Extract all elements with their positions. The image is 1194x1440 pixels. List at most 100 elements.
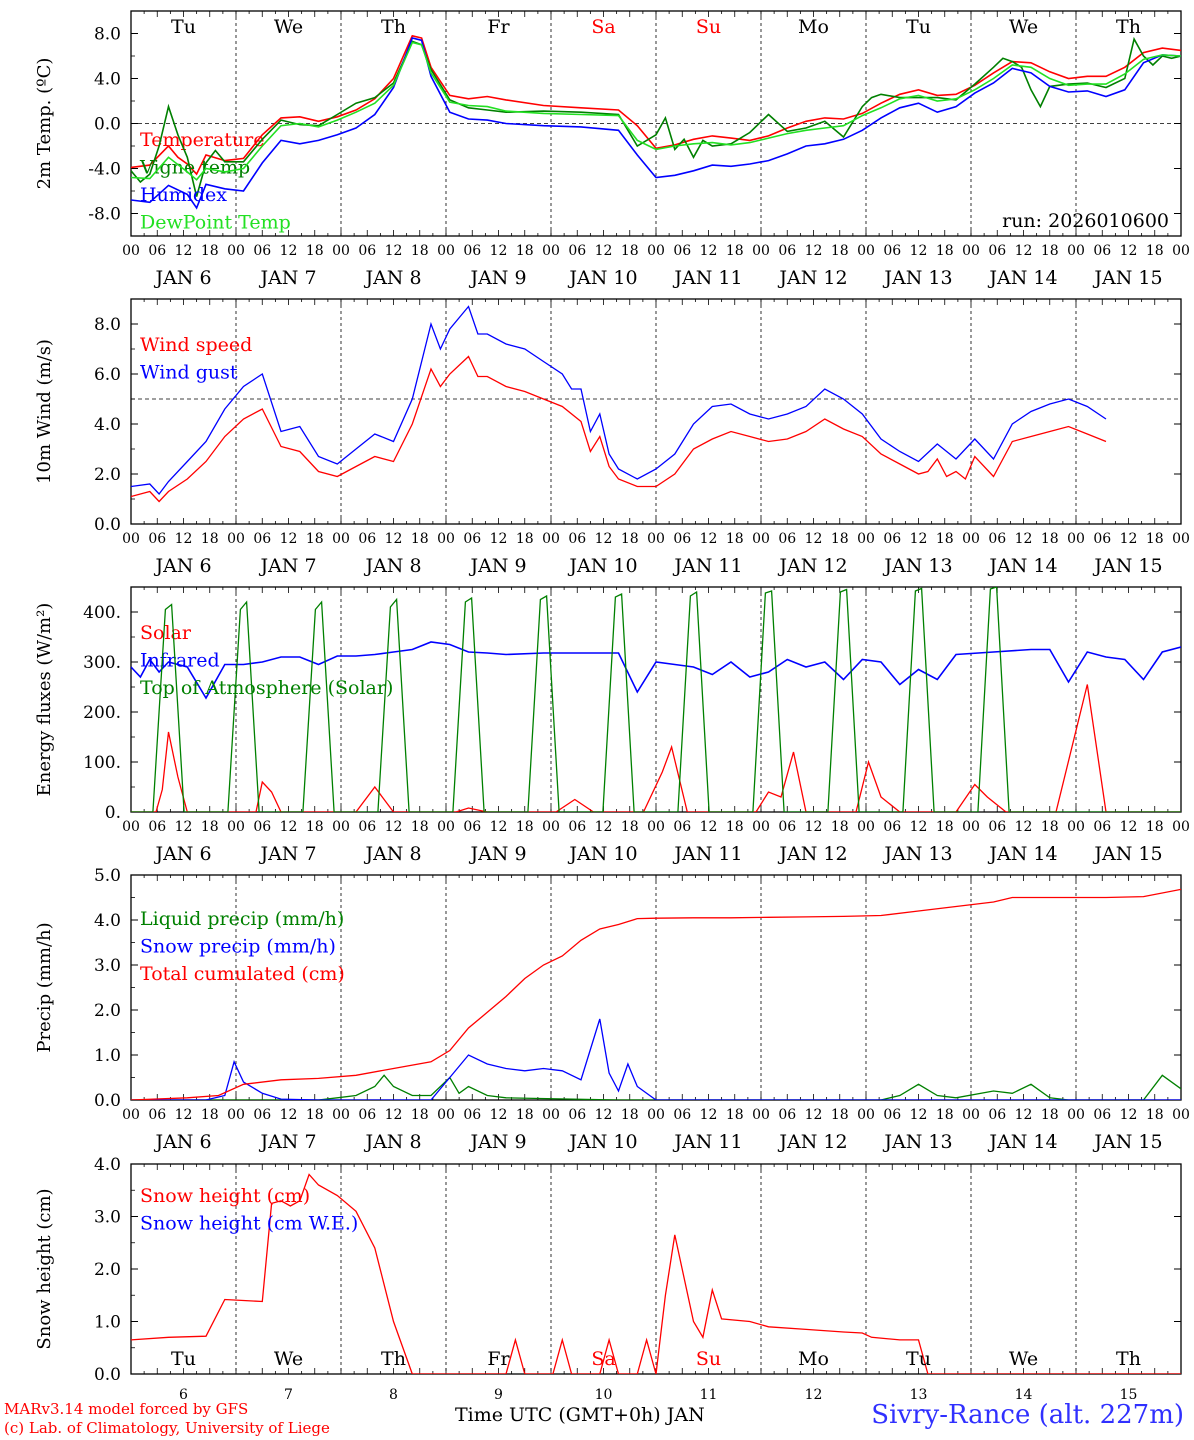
hour-label: 12 [175, 243, 193, 259]
hour-label: 12 [805, 1107, 823, 1123]
series-line-temperature [131, 34, 1181, 176]
date-label: JAN 15 [1092, 267, 1162, 289]
hour-label: 18 [201, 531, 219, 547]
hour-label: 12 [175, 531, 193, 547]
hour-label: 06 [1093, 531, 1111, 547]
hour-label: 12 [700, 819, 718, 835]
hour-label: 18 [411, 1107, 429, 1123]
y-axis-title: 10m Wind (m/s) [34, 339, 55, 484]
day-number: 15 [1120, 1387, 1138, 1403]
hour-label: 18 [831, 243, 849, 259]
date-label: JAN 11 [672, 267, 742, 289]
date-label: JAN 9 [468, 843, 526, 865]
hour-label: 18 [831, 1107, 849, 1123]
hour-label: 00 [647, 819, 665, 835]
hour-label: 18 [201, 243, 219, 259]
hour-label: 00 [647, 243, 665, 259]
series-line-total-cumulated-cm- [131, 888, 1181, 1100]
y-tick-label: -8.0 [88, 205, 121, 225]
hour-label: 06 [883, 531, 901, 547]
hour-label: 18 [411, 819, 429, 835]
series-line-vigne-temp [131, 36, 1181, 197]
hour-label: 00 [437, 819, 455, 835]
hour-label: 06 [1093, 819, 1111, 835]
day-name: We [1009, 1348, 1038, 1370]
hour-label: 00 [332, 531, 350, 547]
day-name: Tu [906, 16, 931, 38]
hour-label: 00 [227, 1107, 245, 1123]
hour-label: 12 [910, 819, 928, 835]
hour-label: 18 [621, 531, 639, 547]
credit-line-1: MARv3.14 model forced by GFS [4, 1400, 249, 1418]
hour-label: 18 [621, 243, 639, 259]
hour-label: 06 [568, 1107, 586, 1123]
date-label: JAN 11 [672, 555, 742, 577]
hour-label: 18 [1041, 531, 1059, 547]
hour-label: 06 [883, 243, 901, 259]
hour-label: 12 [1015, 531, 1033, 547]
legend-entry: Humidex [140, 184, 227, 206]
hour-label: 12 [910, 531, 928, 547]
hour-label: 18 [516, 531, 534, 547]
panel-wind: 0.0 2.0 4.0 6.0 8.0 10m Wind (m/s) Wind speed W… [34, 298, 1190, 577]
hour-label: 06 [358, 531, 376, 547]
hour-label: 18 [1146, 531, 1164, 547]
hour-label: 06 [988, 531, 1006, 547]
hour-label: 06 [778, 243, 796, 259]
hour-label: 06 [988, 819, 1006, 835]
hour-label: 00 [962, 531, 980, 547]
hour-label: 06 [778, 531, 796, 547]
date-label: JAN 8 [363, 555, 421, 577]
hour-label: 18 [516, 243, 534, 259]
hour-label: 12 [385, 1107, 403, 1123]
day-name: Su [696, 1348, 721, 1370]
hour-label: 18 [1146, 1107, 1164, 1123]
hour-label: 18 [1041, 819, 1059, 835]
y-tick-label: 4.0 [94, 415, 121, 435]
day-number: 12 [805, 1387, 823, 1403]
hour-label: 00 [1067, 531, 1085, 547]
y-axis-title: Energy fluxes (W/m²) [34, 603, 55, 797]
date-label: JAN 13 [882, 267, 952, 289]
y-tick-label: 300. [83, 653, 121, 673]
hour-label: 12 [175, 1107, 193, 1123]
hour-label: 18 [831, 819, 849, 835]
hour-label: 12 [700, 531, 718, 547]
hour-label: 00 [122, 1107, 140, 1123]
hour-label: 18 [201, 819, 219, 835]
legend-entry: Vigne temp [139, 157, 250, 179]
day-number: 11 [700, 1387, 718, 1403]
hour-label: 18 [1146, 819, 1164, 835]
day-number: 14 [1015, 1387, 1033, 1403]
hour-label: 12 [385, 531, 403, 547]
hour-label: 00 [857, 819, 875, 835]
hour-label: 18 [306, 819, 324, 835]
hour-label: 00 [1172, 531, 1190, 547]
y-axis-title: Snow height (cm) [34, 1188, 55, 1349]
hour-label: 00 [542, 1107, 560, 1123]
hour-label: 00 [227, 531, 245, 547]
hour-label: 18 [306, 243, 324, 259]
day-name: Th [381, 1348, 406, 1370]
legend-entry: Top of Atmosphere (Solar) [140, 677, 393, 699]
hour-label: 06 [1093, 1107, 1111, 1123]
legend-entry: Solar [140, 622, 192, 644]
day-name: Sa [591, 1348, 615, 1370]
x-axis-title: Time UTC (GMT+0h) JAN [455, 1404, 705, 1426]
hour-label: 18 [306, 1107, 324, 1123]
hour-label: 00 [122, 531, 140, 547]
date-label: JAN 7 [258, 555, 316, 577]
y-tick-label: 100. [83, 753, 121, 773]
series-line-top-of-atmosphere-solar- [131, 587, 1181, 812]
date-label: JAN 13 [882, 843, 952, 865]
y-tick-label: 8.0 [94, 315, 121, 335]
hour-label: 06 [253, 819, 271, 835]
date-label: JAN 14 [987, 555, 1057, 577]
hour-label: 12 [1015, 1107, 1033, 1123]
y-tick-label: 5.0 [94, 866, 121, 886]
credit-line-2: (c) Lab. of Climatology, University of L… [4, 1419, 330, 1437]
date-label: JAN 15 [1092, 555, 1162, 577]
legend-entry: DewPoint Temp [140, 212, 291, 234]
legend-entry: Snow height (cm W.E.) [140, 1213, 358, 1235]
hour-label: 06 [988, 243, 1006, 259]
